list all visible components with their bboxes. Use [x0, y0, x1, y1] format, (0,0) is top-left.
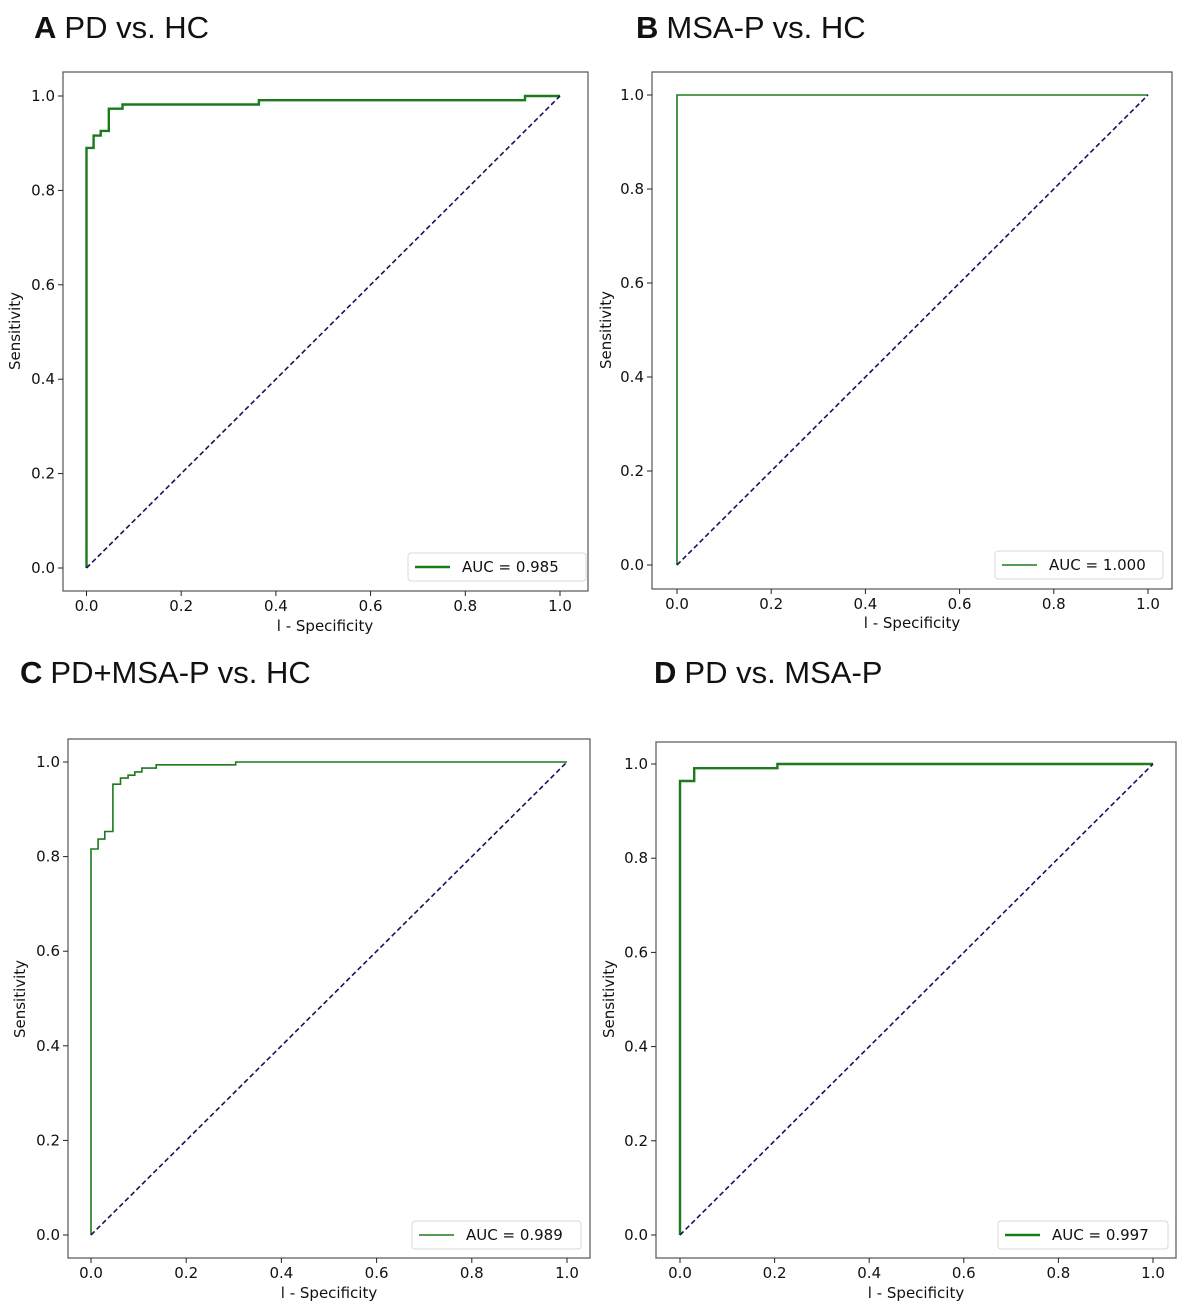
y-tick-label: 0.0	[620, 556, 644, 574]
y-tick-label: 0.8	[31, 181, 55, 199]
panel-b: B MSA-P vs. HC 0.0 0.2 0.4 0.6 0.8 1.0 0.0 0.2 0.…	[597, 10, 1173, 632]
legend-label: AUC = 1.000	[1049, 556, 1146, 574]
panel-title: C PD+MSA-P vs. HC	[20, 655, 311, 690]
y-tick-label: 0.0	[31, 559, 55, 577]
y-axis-label: Sensitivity	[600, 960, 618, 1038]
y-axis-label: Sensitivity	[597, 291, 615, 369]
legend-box	[997, 1220, 1169, 1250]
y-tick-label: 0.4	[624, 1038, 648, 1056]
y-tick-label: 0.2	[620, 462, 644, 480]
y-tick-label: 0.8	[620, 180, 644, 198]
y-axis-label: Sensitivity	[6, 292, 24, 370]
x-tick-label: 0.4	[853, 595, 877, 613]
x-tick-label: 0.2	[759, 595, 783, 613]
x-tick-label: 0.0	[665, 595, 689, 613]
x-tick-label: 0.8	[1042, 595, 1066, 613]
y-tick-label: 0.6	[36, 942, 60, 960]
panel-title: A PD vs. HC	[34, 10, 209, 45]
panel-title: D PD vs. MSA-P	[654, 655, 882, 690]
legend: AUC = 0.989	[411, 1220, 582, 1250]
x-tick-label: 0.2	[169, 597, 193, 615]
panel-letter: D	[654, 655, 676, 690]
x-axis-label: l - Specificity	[277, 617, 374, 635]
x-tick-label: 0.4	[264, 597, 288, 615]
legend-label: AUC = 0.989	[466, 1226, 563, 1244]
panel-a: A PD vs. HC 0.0 0.2 0.4 0.6 0.8 1.0 0.0 0.2 0.4 0.…	[6, 10, 589, 635]
x-tick-label: 0.6	[952, 1264, 976, 1282]
y-tick-label: 0.0	[624, 1226, 648, 1244]
roc-curve-line	[90, 761, 567, 1235]
y-axis-label: Sensitivity	[11, 960, 29, 1038]
x-axis-label: l - Specificity	[868, 1284, 965, 1302]
x-tick-label: 0.4	[269, 1264, 293, 1282]
y-tick-label: 0.4	[36, 1037, 60, 1055]
panel-title: B MSA-P vs. HC	[636, 10, 866, 45]
y-tick-label: 1.0	[31, 87, 55, 105]
panel-title-text: PD+MSA-P vs. HC	[50, 655, 310, 690]
panel-title-text: MSA-P vs. HC	[666, 10, 865, 45]
x-axis-label: l - Specificity	[864, 614, 961, 632]
x-tick-label: 0.0	[79, 1264, 103, 1282]
x-tick-label: 0.4	[857, 1264, 881, 1282]
roc-curve-line	[85, 94, 560, 568]
y-tick-label: 0.4	[31, 370, 55, 388]
legend-label: AUC = 0.997	[1052, 1226, 1149, 1244]
y-tick-label: 0.2	[31, 465, 55, 483]
x-tick-label: 1.0	[1141, 1264, 1165, 1282]
panel-letter: A	[34, 10, 56, 45]
x-axis-label: l - Specificity	[281, 1284, 378, 1302]
y-tick-label: 1.0	[624, 755, 648, 773]
x-tick-label: 0.8	[460, 1264, 484, 1282]
legend: AUC = 0.997	[997, 1220, 1169, 1250]
panel-d: D PD vs. MSA-P 0.0 0.2 0.4 0.6 0.8 1.0 0.0 0.2 0.…	[600, 655, 1177, 1302]
x-tick-label: 0.8	[453, 597, 477, 615]
legend-box	[407, 552, 587, 582]
y-tick-label: 0.8	[624, 849, 648, 867]
legend: AUC = 0.985	[407, 552, 587, 582]
y-tick-label: 0.8	[36, 848, 60, 866]
y-tick-label: 0.6	[31, 276, 55, 294]
x-tick-label: 0.0	[668, 1264, 692, 1282]
panel-title-text: PD vs. MSA-P	[684, 655, 882, 690]
y-tick-label: 0.0	[36, 1226, 60, 1244]
panel-letter: C	[20, 655, 42, 690]
y-tick-label: 0.6	[620, 274, 644, 292]
chance-diagonal-line	[679, 763, 1154, 1236]
x-tick-label: 1.0	[555, 1264, 579, 1282]
x-tick-label: 0.6	[359, 597, 383, 615]
panel-letter: B	[636, 10, 658, 45]
x-tick-label: 0.2	[174, 1264, 198, 1282]
x-tick-label: 0.6	[365, 1264, 389, 1282]
legend-box	[994, 550, 1164, 580]
chance-diagonal-line	[676, 94, 1149, 566]
x-tick-label: 0.8	[1046, 1264, 1070, 1282]
legend-label: AUC = 0.985	[462, 558, 559, 576]
y-tick-label: 0.6	[624, 943, 648, 961]
plot-frame	[62, 71, 589, 592]
legend-box	[411, 1220, 582, 1250]
y-tick-label: 0.4	[620, 368, 644, 386]
x-tick-label: 0.6	[948, 595, 972, 613]
x-tick-label: 0.0	[75, 597, 99, 615]
panel-c: C PD+MSA-P vs. HC 0.0 0.2 0.4 0.6 0.8 1.0 0.0 0.…	[11, 655, 591, 1302]
y-tick-label: 0.2	[624, 1132, 648, 1150]
x-tick-label: 1.0	[1136, 595, 1160, 613]
panel-title-text: PD vs. HC	[64, 10, 209, 45]
legend: AUC = 1.000	[994, 550, 1164, 580]
y-tick-label: 1.0	[36, 753, 60, 771]
y-tick-label: 1.0	[620, 86, 644, 104]
x-tick-label: 1.0	[548, 597, 572, 615]
x-tick-label: 0.2	[763, 1264, 787, 1282]
y-tick-label: 0.2	[36, 1131, 60, 1149]
roc-curve-line	[678, 762, 1153, 1235]
